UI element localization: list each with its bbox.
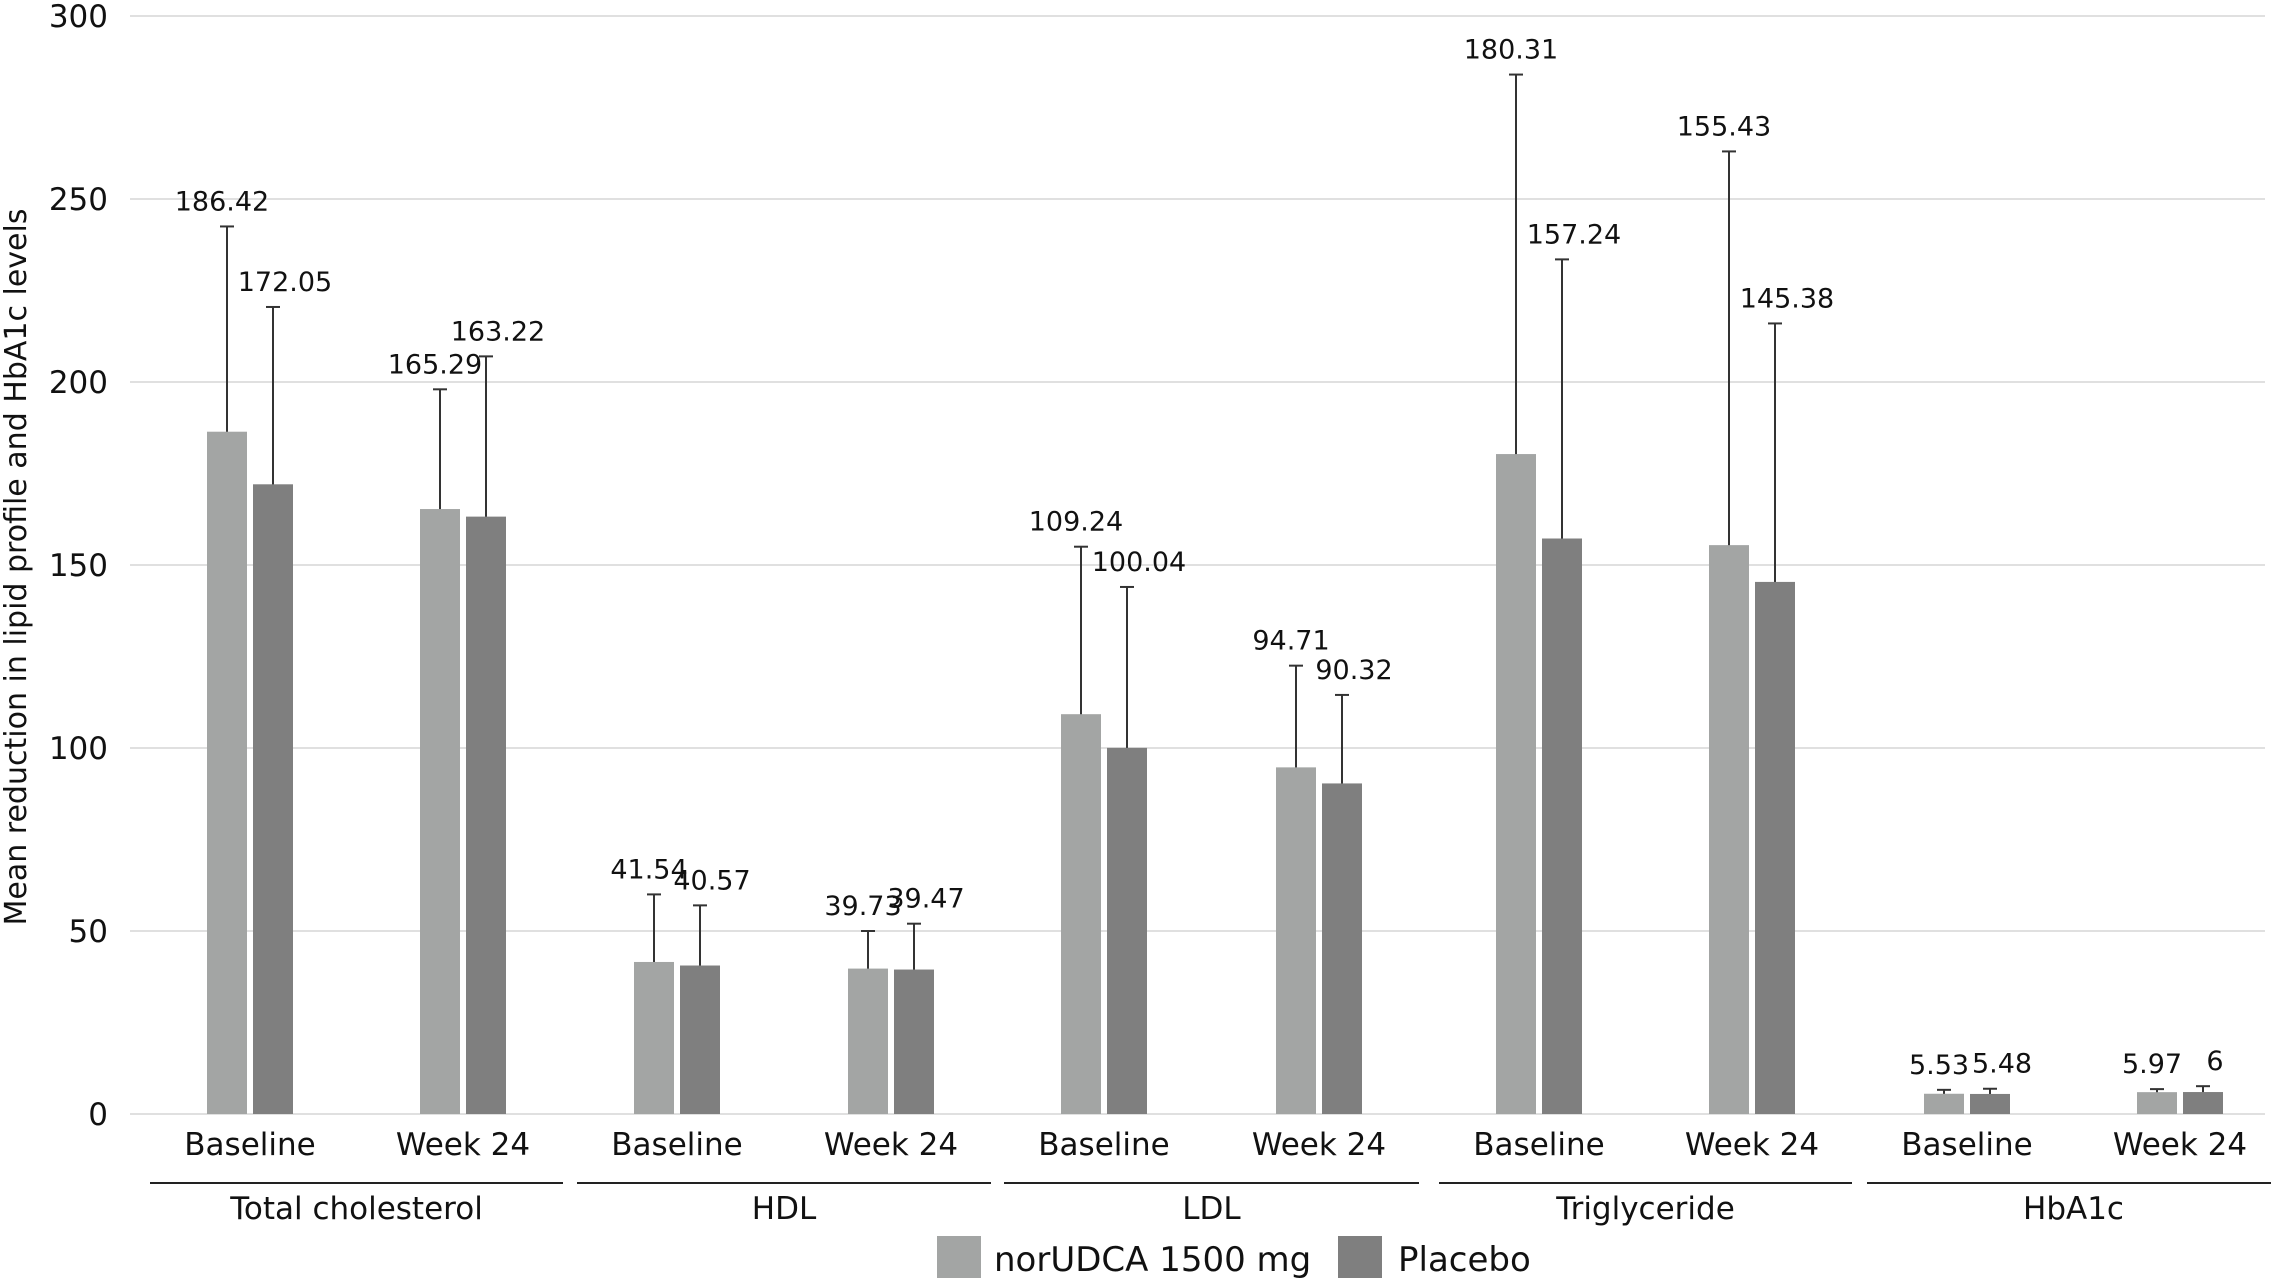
bar (680, 965, 720, 1114)
y-tick-label: 100 (49, 731, 108, 767)
data-label: 90.32 (1315, 655, 1392, 686)
bar (894, 969, 934, 1114)
data-label: 109.24 (1029, 507, 1123, 538)
bar (848, 968, 888, 1114)
data-label: 100.04 (1092, 547, 1186, 578)
bar (1709, 545, 1749, 1114)
bar (1755, 581, 1795, 1114)
legend-swatch-placebo (1338, 1236, 1382, 1278)
data-label: 155.43 (1677, 111, 1771, 142)
data-label: 94.71 (1252, 626, 1329, 657)
data-label: 39.73 (824, 891, 901, 922)
x-tick-label: Baseline (1901, 1127, 2032, 1163)
x-tick-label: Week 24 (1685, 1127, 1819, 1163)
x-tick-label: Week 24 (2113, 1127, 2247, 1163)
bars (207, 431, 2223, 1115)
group-label: HDL (752, 1191, 817, 1227)
y-axis-ticks: 0 50 100 150 200 250 300 (49, 0, 108, 1133)
x-axis: Baseline Week 24 Total cholesterol Baseline… (150, 1127, 2271, 1227)
bar (253, 484, 293, 1114)
data-label: 163.22 (451, 316, 545, 347)
bar (1061, 714, 1101, 1114)
x-tick-label: Baseline (1038, 1127, 1169, 1163)
bar (1542, 538, 1582, 1114)
bar (207, 431, 247, 1115)
group-label: HbA1c (2023, 1191, 2124, 1227)
legend-swatch-norudca (937, 1236, 981, 1278)
data-label: 5.97 (2122, 1049, 2182, 1080)
bar (1107, 747, 1147, 1114)
group-label: Triglyceride (1555, 1191, 1735, 1227)
data-label: 41.54 (610, 854, 687, 885)
x-tick-label: Baseline (184, 1127, 315, 1163)
data-label: 6 (2206, 1046, 2223, 1077)
x-tick-label: Week 24 (396, 1127, 530, 1163)
y-tick-label: 150 (49, 548, 108, 584)
bar (2183, 1092, 2223, 1114)
bar (420, 509, 460, 1115)
error-bars (220, 73, 2210, 1100)
data-label: 40.57 (673, 865, 750, 896)
data-label: 172.05 (238, 267, 332, 298)
group-label: LDL (1182, 1191, 1241, 1227)
legend-label-norudca: norUDCA 1500 mg (994, 1240, 1311, 1278)
data-label: 145.38 (1740, 283, 1834, 314)
bar (634, 961, 674, 1114)
group-label: Total cholesterol (229, 1191, 483, 1227)
y-tick-label: 50 (69, 914, 108, 950)
data-label: 5.53 (1909, 1050, 1969, 1081)
value-labels: 186.42 165.29 41.54 39.73 109.24 94.71 180.31 1… (175, 35, 2224, 1081)
y-tick-label: 300 (49, 0, 108, 35)
bar (1276, 767, 1316, 1114)
bar (466, 516, 506, 1114)
legend-label-placebo: Placebo (1398, 1240, 1531, 1278)
y-tick-label: 250 (49, 182, 108, 218)
y-tick-label: 200 (49, 365, 108, 401)
y-tick-label: 0 (88, 1097, 108, 1133)
data-label: 5.48 (1972, 1049, 2032, 1080)
legend: norUDCA 1500 mg Placebo (937, 1236, 1531, 1278)
bar (1924, 1093, 1964, 1114)
x-tick-label: Week 24 (824, 1127, 958, 1163)
data-label: 186.42 (175, 186, 269, 217)
bar (1496, 454, 1536, 1114)
data-label: 157.24 (1527, 219, 1621, 250)
data-label: 39.47 (887, 884, 964, 915)
x-tick-label: Week 24 (1252, 1127, 1386, 1163)
data-label: 180.31 (1464, 35, 1558, 66)
data-label: 165.29 (388, 349, 482, 380)
bar (2137, 1092, 2177, 1114)
y-axis-label: Mean reduction in lipid profile and HbA1… (0, 209, 34, 926)
bar (1970, 1093, 2010, 1114)
x-tick-label: Baseline (1473, 1127, 1604, 1163)
bar (1322, 783, 1362, 1114)
x-tick-label: Baseline (611, 1127, 742, 1163)
